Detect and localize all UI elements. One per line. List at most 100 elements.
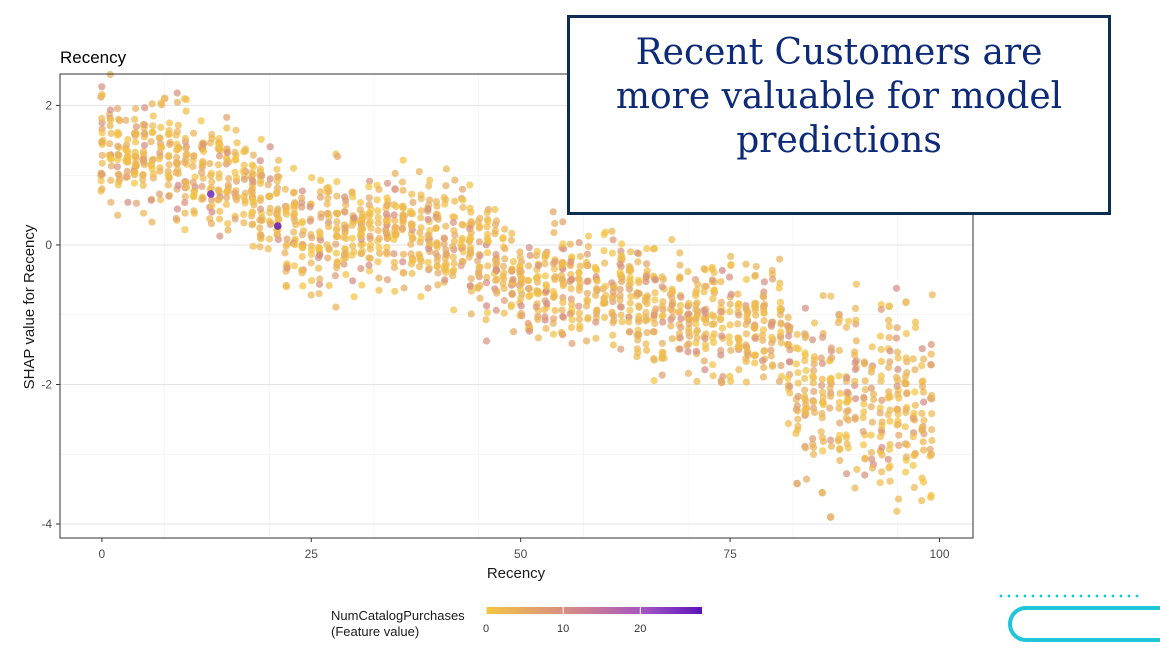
data-point [650, 328, 658, 336]
data-point [810, 319, 819, 327]
data-point [391, 185, 399, 193]
data-point [876, 404, 884, 412]
data-point [869, 390, 878, 398]
data-point [785, 358, 794, 366]
data-point [609, 341, 618, 349]
data-point [155, 190, 164, 198]
data-point [266, 175, 274, 183]
data-point [877, 305, 885, 314]
color-legend: NumCatalogPurchases (Feature value) 0 10 2… [331, 607, 702, 639]
data-point [164, 181, 172, 189]
data-point [692, 289, 700, 297]
data-point [275, 156, 283, 164]
data-point [398, 202, 407, 210]
data-point [927, 340, 935, 349]
data-point [442, 196, 450, 204]
data-point [172, 214, 180, 223]
data-point [827, 292, 835, 300]
data-point [876, 332, 885, 340]
data-point [777, 339, 785, 347]
data-point [407, 207, 415, 215]
data-point [517, 302, 525, 310]
data-point [526, 251, 534, 260]
data-point [384, 217, 392, 225]
data-point [390, 211, 398, 219]
data-point [835, 372, 843, 380]
data-point [484, 218, 492, 226]
data-point [727, 261, 735, 269]
data-point [466, 204, 474, 212]
data-point [298, 187, 306, 195]
data-point [725, 273, 734, 281]
data-point [843, 388, 851, 396]
data-point [550, 274, 559, 282]
data-point [492, 250, 500, 259]
data-point [216, 232, 224, 240]
data-point [836, 456, 844, 465]
data-point [919, 438, 927, 446]
data-point [282, 242, 290, 250]
data-point [197, 117, 205, 125]
data-point [635, 330, 643, 338]
data-point [717, 351, 725, 359]
data-point [928, 291, 936, 299]
data-point [241, 145, 250, 153]
data-point [643, 273, 651, 281]
data-point [525, 284, 534, 293]
data-point [877, 357, 886, 365]
data-point [742, 275, 751, 284]
data-point [876, 409, 884, 417]
data-point [524, 276, 532, 284]
data-point [567, 323, 576, 331]
data-point [442, 182, 450, 190]
data-point [476, 214, 484, 222]
data-point [727, 290, 735, 298]
data-point [374, 219, 382, 227]
data-point [98, 129, 106, 137]
data-point [744, 351, 752, 359]
data-point [876, 479, 884, 487]
data-point [575, 239, 583, 247]
data-point [232, 174, 241, 182]
data-point [400, 284, 408, 292]
data-point [115, 115, 123, 123]
data-point [476, 294, 484, 302]
data-point [768, 362, 777, 370]
data-point [616, 292, 624, 300]
data-point [616, 285, 624, 293]
data-point [693, 377, 701, 385]
data-point [265, 235, 274, 243]
data-point [249, 196, 257, 204]
data-point [475, 263, 483, 271]
data-point [794, 379, 802, 387]
data-point [851, 377, 859, 385]
data-point [115, 177, 123, 185]
data-point [307, 291, 315, 299]
data-point [532, 303, 540, 311]
data-point [643, 300, 651, 308]
data-point [718, 332, 726, 340]
data-point [609, 331, 617, 339]
data-point [383, 276, 391, 284]
data-point [627, 248, 635, 256]
data-point [658, 283, 666, 291]
data-point [350, 214, 358, 222]
data-point [895, 394, 903, 402]
data-point [333, 178, 341, 186]
data-point [348, 234, 356, 242]
data-point [333, 218, 341, 226]
data-point [801, 304, 810, 312]
data-point [861, 386, 869, 394]
data-point [290, 228, 298, 236]
data-point [342, 196, 350, 204]
data-point [157, 196, 165, 204]
data-point [725, 333, 733, 341]
data-point [543, 300, 551, 308]
data-point [817, 428, 825, 436]
data-point [240, 161, 248, 169]
data-point [542, 324, 550, 333]
data-point [658, 273, 666, 281]
data-point [650, 356, 658, 364]
data-point [618, 318, 626, 326]
data-point [868, 343, 876, 351]
